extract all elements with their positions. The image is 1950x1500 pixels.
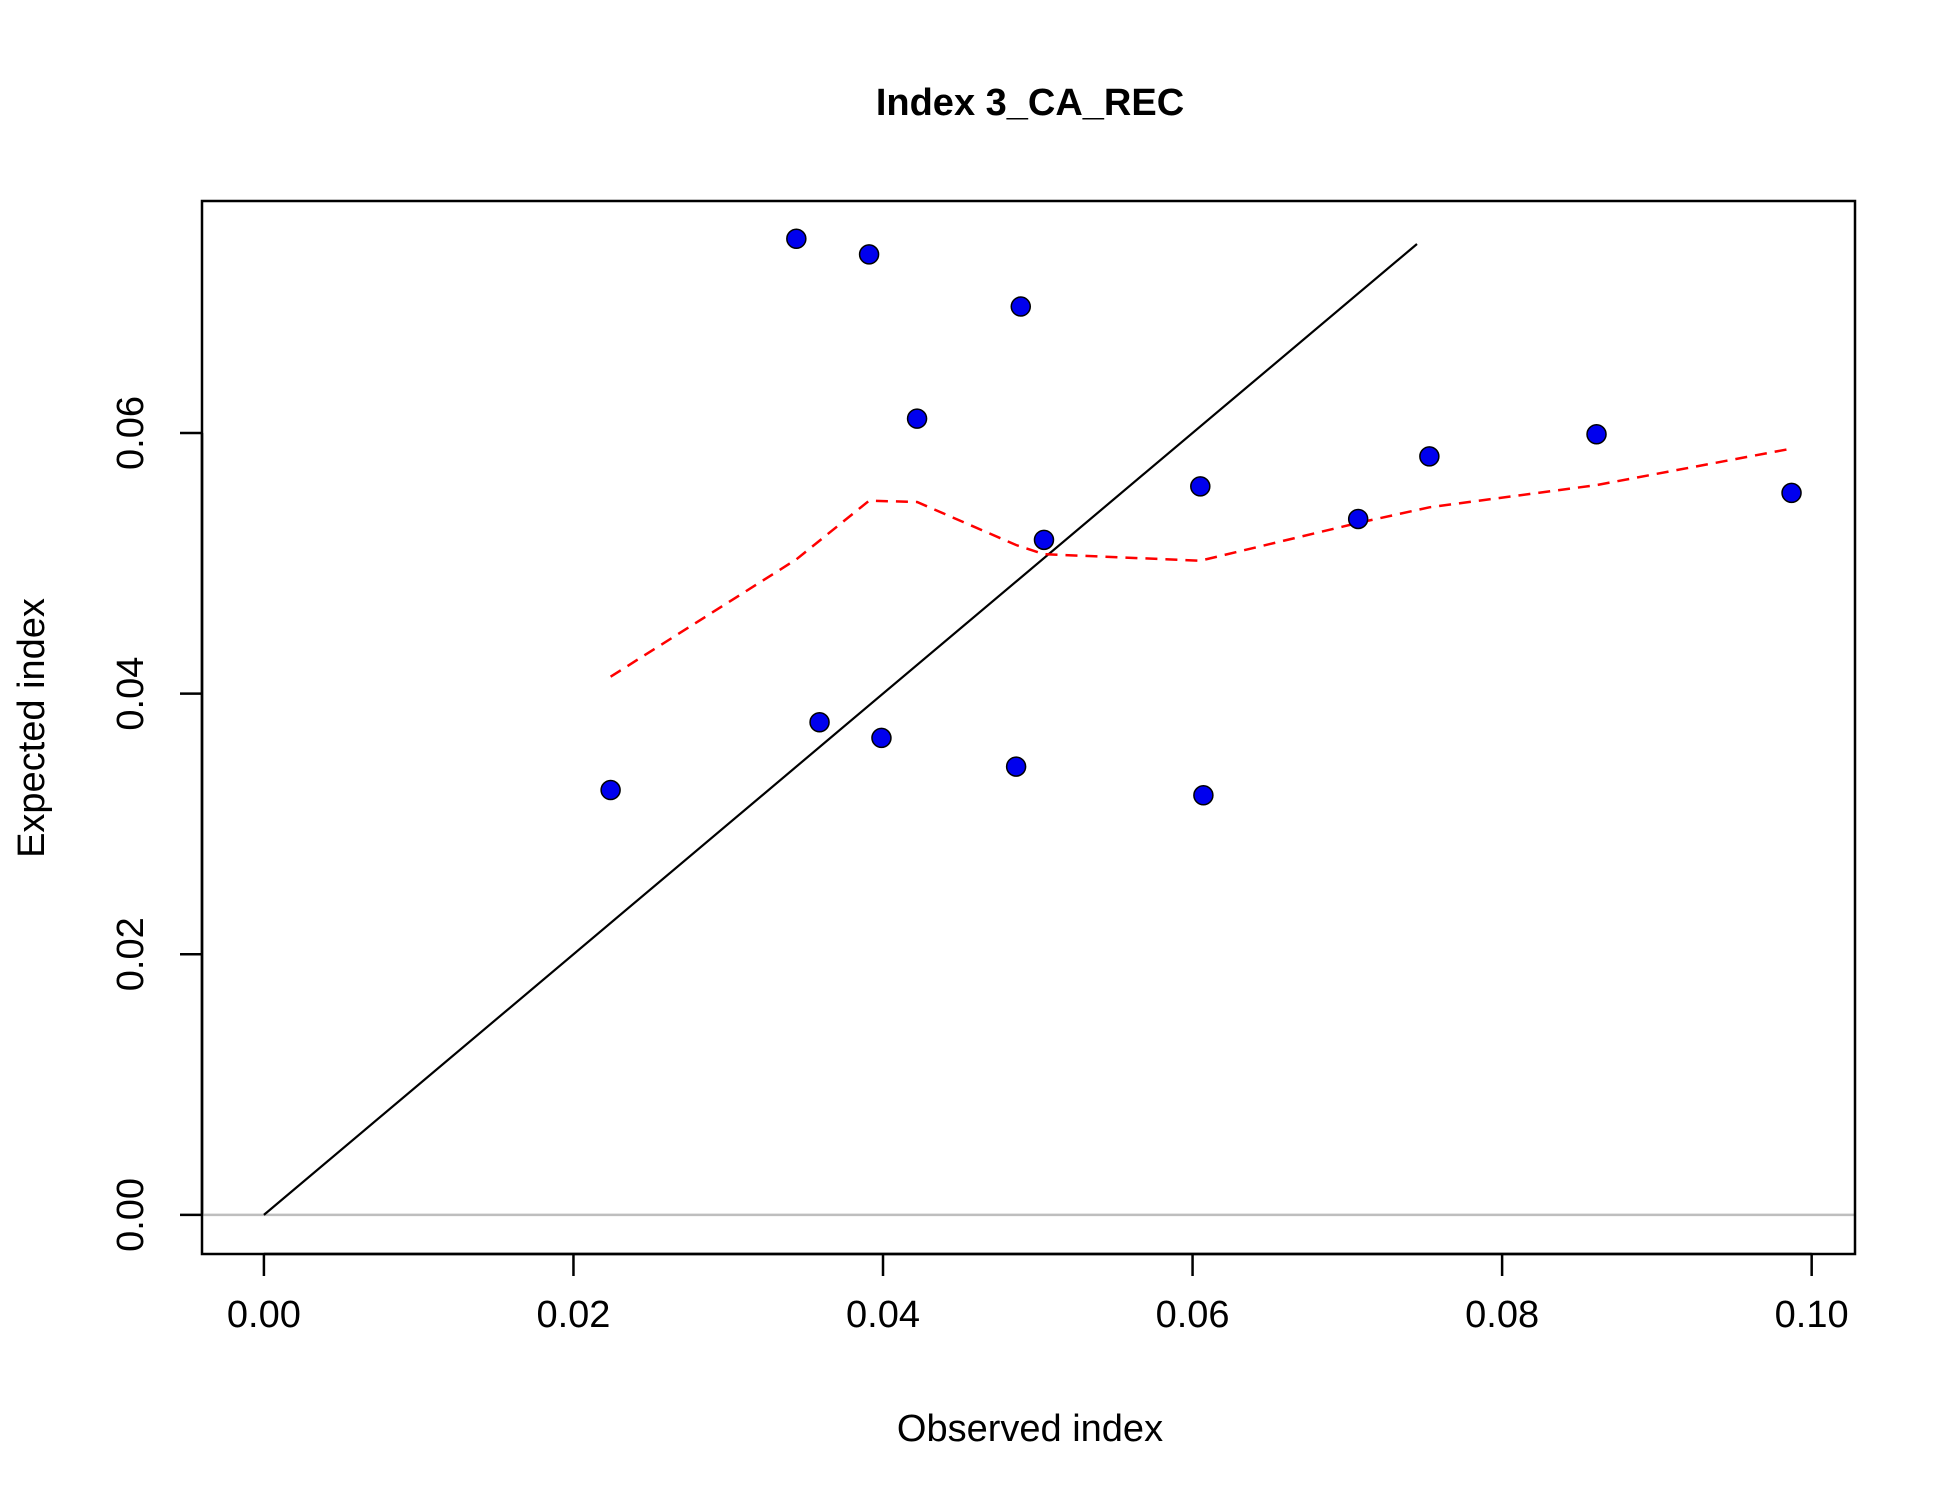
x-tick-label: 0.04 [846,1294,920,1336]
chart-title: Index 3_CA_REC [876,82,1184,124]
y-axis: 0.00 0.02 0.04 0.06 [110,396,204,1252]
data-point [1347,508,1369,530]
data-point [1419,446,1440,467]
data-point [786,228,807,250]
data-point [906,408,928,429]
data-point [871,727,892,749]
x-tick-label: 0.00 [227,1294,301,1336]
identity-line [263,243,1418,1216]
smoother-line [609,447,1792,678]
plot-frame [200,199,1857,1256]
plot-points [600,228,1802,806]
y-tick-label: 0.00 [110,1178,152,1252]
data-point [1005,756,1027,777]
x-axis: 0.00 0.02 0.04 0.06 0.08 0.10 [227,1252,1849,1336]
data-point [1193,785,1214,806]
data-point [600,779,621,801]
data-point [858,244,880,265]
y-tick-label: 0.02 [110,917,152,991]
data-point [1190,476,1211,497]
y-tick-label: 0.04 [110,657,152,731]
data-point [809,712,830,733]
y-tick-label: 0.06 [110,396,152,470]
x-tick-label: 0.02 [536,1294,610,1336]
data-point [1781,482,1802,504]
x-tick-label: 0.06 [1156,1294,1230,1336]
x-axis-label: Observed index [897,1408,1163,1450]
data-point [1033,529,1055,551]
data-point [1586,424,1607,445]
plot-lines [202,243,1855,1217]
y-axis-label: Expected index [11,598,53,858]
x-tick-label: 0.08 [1465,1294,1539,1336]
data-point [1010,296,1032,317]
x-tick-label: 0.10 [1775,1294,1849,1336]
